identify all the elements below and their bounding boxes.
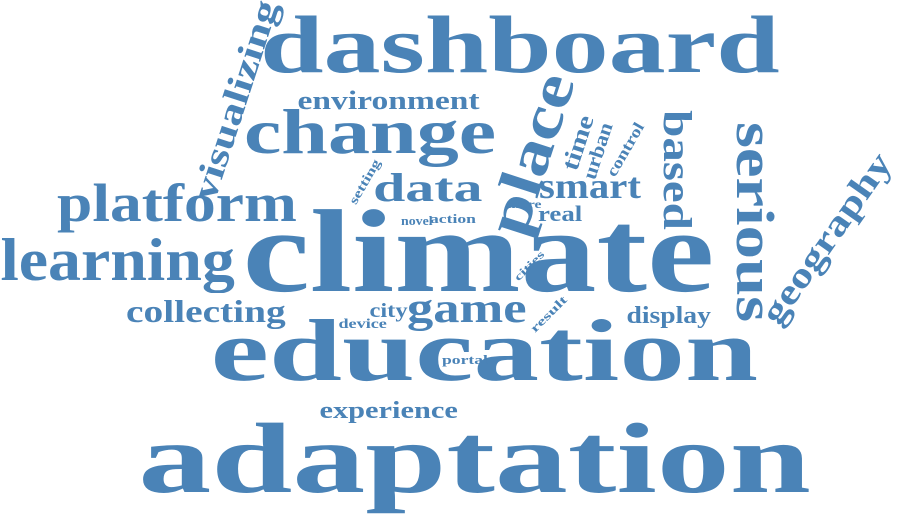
word-game: game — [407, 286, 527, 332]
word-experience: experience — [318, 398, 458, 424]
word-action: action — [430, 210, 476, 226]
word-smart: smart — [539, 166, 641, 206]
word-novel: novel — [401, 212, 433, 228]
word-portal: portal — [442, 351, 488, 367]
word-climate: climate — [242, 186, 714, 317]
word-data: data — [373, 165, 483, 210]
word-real: real — [537, 201, 583, 226]
word-learning: learning — [0, 227, 235, 293]
word-based: based — [654, 110, 700, 230]
word-platform: platform — [57, 173, 297, 233]
word-adaptation: adaptation — [137, 403, 811, 514]
word-more: more — [506, 197, 542, 211]
word-dashboard: dashboard — [260, 0, 780, 90]
word-change: change — [243, 96, 497, 167]
word-device: device — [337, 317, 387, 332]
word-display: display — [625, 303, 711, 329]
word-collecting: collecting — [126, 293, 286, 329]
word-city: city — [368, 300, 408, 322]
word-education: education — [210, 303, 758, 400]
word-environment: environment — [296, 86, 480, 115]
